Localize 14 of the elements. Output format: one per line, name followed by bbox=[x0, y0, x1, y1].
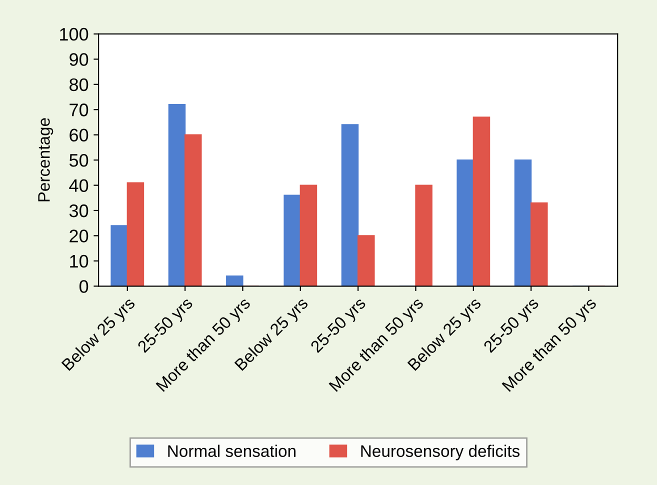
y-tick-label: 20 bbox=[70, 230, 88, 242]
y-tick-label: 30 bbox=[69, 204, 88, 218]
y-tick-label: 90 bbox=[70, 53, 88, 66]
y-tick-label: 50 bbox=[69, 154, 88, 167]
y-tick-label: 70 bbox=[70, 104, 88, 116]
y-tick-label: 0 bbox=[79, 280, 88, 293]
y-tick-label: 80 bbox=[70, 78, 88, 92]
legend-label: Normal sensation bbox=[168, 444, 296, 458]
legend-label: Neurosensory deficits bbox=[361, 444, 520, 460]
y-tick-label: 60 bbox=[70, 128, 88, 142]
y-tick-label: 10 bbox=[70, 254, 88, 268]
y-tick-label: 40 bbox=[69, 179, 88, 192]
y-tick-label: 100 bbox=[60, 28, 88, 41]
y-axis-title: Percentage bbox=[38, 118, 54, 202]
